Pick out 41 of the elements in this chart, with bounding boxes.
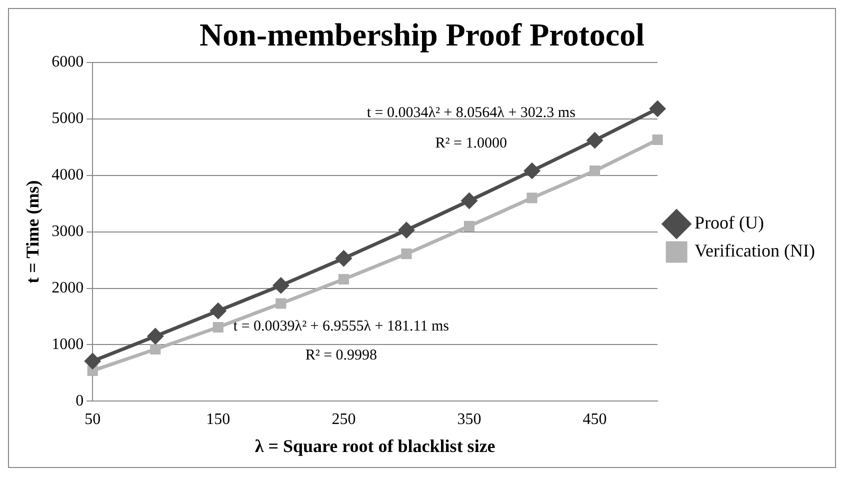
- y-axis-title: t = Time (ms): [22, 180, 42, 284]
- point: [210, 303, 226, 319]
- point: [212, 322, 224, 333]
- point: [401, 248, 412, 260]
- point: [652, 134, 663, 146]
- y-tick-label: 1000: [52, 336, 84, 353]
- point: [148, 328, 164, 344]
- point: [87, 365, 98, 376]
- point: [398, 222, 414, 238]
- point: [524, 163, 540, 179]
- y-tick-label: 2000: [52, 279, 84, 296]
- legend-label: Proof (U): [694, 212, 764, 233]
- x-axis-title: λ = Square root of blacklist size: [254, 436, 496, 456]
- x-tick-label: 350: [457, 411, 482, 428]
- annotation: R² = 0.9998: [305, 347, 378, 364]
- point: [526, 192, 538, 204]
- legend-label: Verification (NI): [694, 240, 816, 261]
- point: [587, 132, 603, 148]
- annotation: t = 0.0034λ² + 8.0564λ + 302.3 ms: [366, 105, 576, 122]
- annotation: t = 0.0039λ² + 6.9555λ + 181.11 ms: [233, 318, 450, 335]
- point: [650, 100, 666, 116]
- x-tick-label: 150: [206, 411, 230, 428]
- point: [589, 166, 600, 176]
- y-tick-label: 3000: [52, 223, 84, 240]
- y-tick-label: 4000: [52, 166, 84, 184]
- x-tick-label: 450: [582, 411, 607, 428]
- x-tick-label: 250: [332, 411, 356, 428]
- point: [461, 192, 477, 208]
- y-tick-label: 5000: [52, 110, 84, 128]
- x-tick-label: 50: [84, 411, 101, 428]
- point: [84, 353, 100, 369]
- point: [336, 250, 352, 266]
- annotation: R² = 1.0000: [435, 136, 507, 152]
- point: [464, 220, 475, 232]
- chart-title: Non-membership Proof Protocol: [200, 16, 645, 52]
- point: [273, 278, 289, 294]
- point: [150, 344, 161, 355]
- y-tick-label: 0: [76, 392, 84, 410]
- point: [338, 274, 349, 285]
- point: [276, 298, 286, 309]
- y-tick-label: 6000: [52, 54, 84, 71]
